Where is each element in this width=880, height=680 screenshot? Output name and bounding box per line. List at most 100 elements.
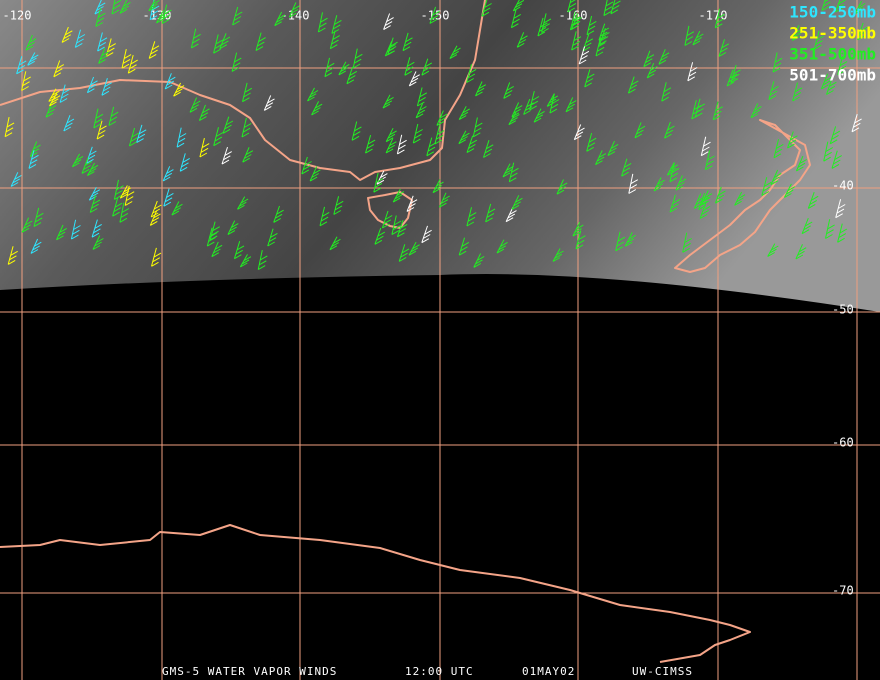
wind-barb	[466, 64, 477, 83]
legend-entry: 351-500mb	[789, 45, 876, 64]
wind-barb	[692, 30, 704, 46]
wind-barb	[176, 127, 187, 148]
wind-barb	[429, 6, 440, 24]
longitude-label: -140	[281, 9, 310, 23]
wind-barb	[458, 106, 470, 121]
wind-barb	[458, 237, 470, 256]
wind-barb	[338, 61, 350, 76]
wind-barb	[698, 192, 709, 211]
wind-barb	[795, 155, 807, 172]
wind-barb	[385, 138, 397, 154]
wind-barb	[599, 28, 610, 46]
wind-barb	[96, 120, 107, 140]
wind-barb	[412, 123, 423, 144]
wind-barb	[7, 246, 18, 265]
wind-barb	[309, 166, 321, 182]
wind-barb	[173, 82, 185, 97]
wind-barb	[92, 235, 104, 250]
wind-barb	[317, 12, 328, 33]
wind-barb	[603, 0, 614, 17]
wind-barb	[108, 106, 119, 126]
wind-barb	[171, 201, 183, 216]
wind-barb	[496, 239, 508, 254]
wind-barb	[624, 232, 636, 247]
wind-barb	[28, 150, 39, 169]
wind-barb	[691, 100, 702, 120]
wind-barb	[98, 47, 109, 64]
wind-barb	[714, 186, 726, 204]
wind-barb	[352, 48, 363, 69]
wind-barb	[221, 146, 232, 165]
wind-barb	[567, 0, 577, 13]
wind-barb	[595, 150, 607, 166]
wind-barb	[571, 31, 582, 51]
wind-barb	[669, 162, 680, 183]
wind-barb	[615, 231, 626, 252]
wind-barb	[404, 57, 415, 76]
wind-barb	[267, 228, 278, 247]
wind-barb	[578, 46, 590, 65]
wind-barb	[329, 236, 341, 251]
wind-barb	[406, 195, 418, 212]
wind-barb	[86, 76, 98, 94]
wind-barb	[21, 217, 33, 233]
latitude-label: -70	[832, 584, 854, 598]
wind-barb	[700, 136, 711, 157]
footer-text: GMS-5 WATER VAPOR WINDS	[162, 665, 337, 678]
wind-barb	[458, 130, 470, 145]
wind-barb	[101, 78, 112, 96]
wind-barb	[91, 219, 102, 238]
wind-barb	[658, 49, 670, 65]
wind-barb	[112, 197, 123, 217]
wind-barb	[119, 202, 130, 223]
wind-barb	[851, 113, 862, 133]
wind-barb	[826, 77, 837, 95]
wind-barb	[584, 69, 595, 88]
wind-barb	[392, 188, 405, 203]
wind-barb	[653, 177, 665, 192]
legend-entry: 501-700mb	[789, 66, 876, 85]
wind-barb	[510, 8, 521, 29]
wind-barb	[391, 215, 402, 236]
wind-barb	[376, 170, 388, 185]
footer-text: 12:00 UTC	[405, 665, 474, 678]
latitude-label: -40	[832, 179, 854, 193]
wind-barb	[45, 101, 57, 118]
wind-barb	[807, 192, 819, 209]
wind-barb	[586, 132, 597, 152]
longitude-label: -150	[421, 9, 450, 23]
legend-entry: 150-250mb	[789, 3, 876, 22]
wind-barb	[770, 169, 782, 186]
wind-barb	[408, 241, 420, 256]
wind-barb	[734, 191, 746, 206]
wind-barb	[772, 52, 783, 73]
wind-barb	[761, 177, 772, 196]
wind-barb	[634, 122, 646, 139]
wind-barb	[384, 40, 396, 57]
wind-barb	[301, 156, 312, 175]
coastline-tasmania	[367, 191, 413, 229]
wind-barb	[164, 73, 176, 90]
wind-barb	[857, 22, 868, 41]
wind-barb	[704, 150, 715, 171]
wind-barbs	[4, 0, 868, 271]
wind-barb	[750, 103, 762, 119]
wind-barb	[288, 2, 300, 18]
wind-barb	[274, 11, 286, 27]
wind-barb	[837, 223, 848, 243]
wind-barb	[472, 117, 483, 138]
wind-barb	[241, 117, 252, 138]
wind-barb	[598, 23, 610, 41]
wind-barb	[511, 102, 523, 118]
wind-barb	[209, 221, 220, 241]
wind-barb	[549, 93, 560, 114]
longitude-label: -120	[3, 9, 32, 23]
wind-barb	[552, 248, 564, 262]
footer: GMS-5 WATER VAPOR WINDS 12:00 UTC 01MAY02 U…	[162, 665, 692, 678]
wind-barb	[537, 17, 548, 37]
wind-barb	[792, 82, 803, 102]
wind-barb	[86, 162, 99, 177]
latitude-label: -60	[832, 436, 854, 450]
